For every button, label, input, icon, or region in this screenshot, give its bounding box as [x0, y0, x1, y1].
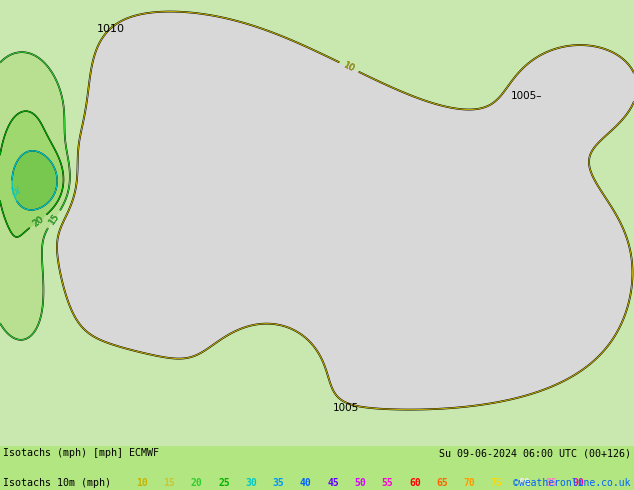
Text: 20: 20	[31, 214, 46, 228]
Text: Isotachs 10m (mph): Isotachs 10m (mph)	[3, 478, 111, 488]
Text: 90: 90	[573, 478, 585, 488]
Text: 15: 15	[47, 212, 61, 226]
Text: 1010: 1010	[97, 24, 125, 34]
Text: 10: 10	[342, 60, 356, 74]
Text: 10: 10	[342, 60, 356, 74]
Text: 25: 25	[8, 185, 18, 197]
Text: 80: 80	[518, 478, 530, 488]
Text: 50: 50	[354, 478, 366, 488]
Text: 65: 65	[436, 478, 448, 488]
Text: 45: 45	[327, 478, 339, 488]
Text: 20: 20	[31, 214, 46, 228]
Text: 35: 35	[273, 478, 285, 488]
Text: 10: 10	[136, 478, 148, 488]
Text: Isotachs (mph) [mph] ECMWF: Isotachs (mph) [mph] ECMWF	[3, 448, 159, 458]
Text: 40: 40	[300, 478, 312, 488]
Text: 70: 70	[463, 478, 476, 488]
Text: 25: 25	[218, 478, 230, 488]
Text: 15: 15	[47, 212, 61, 226]
Text: 1005: 1005	[332, 403, 359, 413]
Text: 30: 30	[245, 478, 257, 488]
Text: 60: 60	[409, 478, 421, 488]
Text: 85: 85	[545, 478, 557, 488]
Text: 15: 15	[164, 478, 176, 488]
Text: ©weatheronline.co.uk: ©weatheronline.co.uk	[514, 478, 631, 488]
Text: 75: 75	[491, 478, 503, 488]
Text: 55: 55	[382, 478, 394, 488]
Text: Su 09-06-2024 06:00 UTC (00+126): Su 09-06-2024 06:00 UTC (00+126)	[439, 448, 631, 458]
Text: 20: 20	[191, 478, 203, 488]
Text: 1005–: 1005–	[510, 91, 542, 101]
